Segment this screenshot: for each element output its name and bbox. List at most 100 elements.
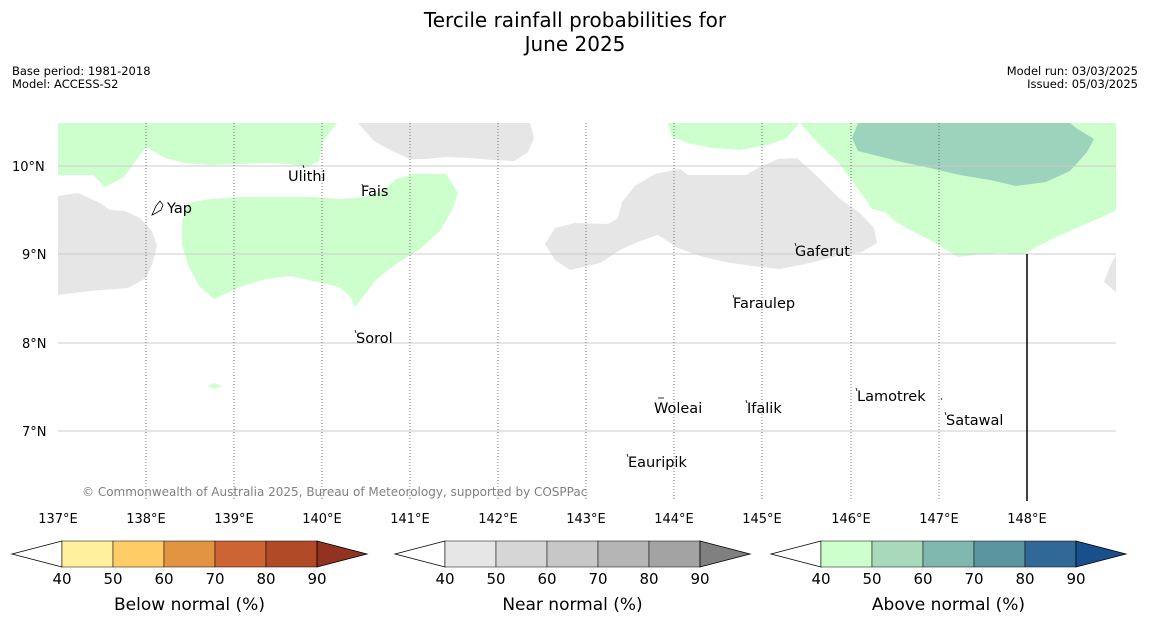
near-normal-extension-low: [393, 540, 446, 568]
longitude-gridlines: [145, 123, 940, 501]
near-normal-segment-50: [495, 540, 548, 568]
model-run-label: Model run: 03/03/2025: [1006, 64, 1138, 78]
chart-title: Tercile rainfall probabilities for June …: [0, 8, 1150, 56]
above-normal-region-central-west: [182, 174, 458, 307]
place-label-sorol: Sorol: [356, 331, 393, 347]
near-normal-extension-high: [699, 540, 752, 568]
lat-label-9n: 9°N: [22, 248, 47, 263]
above-normal-tick-label: 40: [811, 570, 830, 588]
lat-label-7n: 7°N: [22, 425, 47, 440]
copyright-notice: © Commonwealth of Australia 2025, Bureau…: [82, 485, 587, 499]
yap-island-outline: [151, 200, 164, 216]
below-normal-tick-label: 60: [154, 570, 173, 588]
place-label-ulithi: Ulithi: [288, 169, 326, 185]
above-normal-extension-high: [1075, 540, 1128, 568]
longitude-labels: 137°E 138°E 139°E 140°E 141°E 142°E 143°…: [38, 512, 1047, 527]
place-label-ifalik: Ifalik: [747, 401, 782, 417]
gaferut-island-mark: [794, 242, 797, 247]
near-normal-tick-label: 50: [486, 570, 505, 588]
near-normal-tick-label: 70: [588, 570, 607, 588]
lon-label-138e: 138°E: [126, 512, 166, 527]
colorbar-above-normal: 40 50 60 70 80 90 Above normal (%): [769, 540, 1128, 615]
above-normal-segment-40: [820, 540, 873, 568]
title-line-1: Tercile rainfall probabilities for: [423, 8, 727, 32]
place-label-yap: Yap: [166, 201, 192, 217]
satawal-island-mark: [944, 411, 947, 416]
near-normal-region-east: [1104, 255, 1116, 292]
near-normal-segment-60: [546, 540, 599, 568]
near-normal-title: Near normal (%): [502, 595, 642, 615]
near-normal-tick-label: 40: [435, 570, 454, 588]
place-label-fais: Fais: [361, 184, 388, 200]
above-normal-region-strong: [852, 123, 1094, 186]
near-normal-tick-label: 80: [639, 570, 658, 588]
place-label-satawal: Satawal: [946, 413, 1003, 429]
sorol-island-mark: [354, 329, 357, 334]
above-normal-segment-70: [973, 540, 1026, 568]
lon-label-145e: 145°E: [742, 512, 782, 527]
ulithi-island-mark: [302, 164, 305, 169]
above-normal-title: Above normal (%): [872, 595, 1025, 615]
below-normal-segment-40: [61, 540, 114, 568]
place-labels: Yap Ulithi Fais Gaferut Faraulep Sorol L…: [166, 169, 1003, 471]
lon-label-146e: 146°E: [831, 512, 871, 527]
eauripik-island-mark: [626, 453, 629, 458]
near-normal-region-north: [358, 123, 534, 161]
below-normal-tick-label: 40: [52, 570, 71, 588]
place-label-gaferut: Gaferut: [795, 244, 850, 260]
below-normal-segment-70: [214, 540, 267, 568]
lon-label-148e: 148°E: [1007, 512, 1047, 527]
below-normal-extension-low: [10, 540, 63, 568]
near-normal-segment-40: [444, 540, 497, 568]
ifalik-island-mark: [745, 399, 748, 404]
island-outlines: [151, 164, 947, 458]
lat-label-8n: 8°N: [22, 337, 47, 352]
place-label-woleai: Woleai: [654, 401, 702, 417]
faraulep-island-mark: [732, 294, 735, 299]
above-normal-tick-label: 60: [913, 570, 932, 588]
above-normal-tick-label: 90: [1066, 570, 1085, 588]
below-normal-tick-label: 50: [103, 570, 122, 588]
lon-label-140e: 140°E: [302, 512, 342, 527]
below-normal-tick-label: 70: [205, 570, 224, 588]
below-normal-extension-high: [316, 540, 369, 568]
latitude-labels: 10°N 9°N 8°N 7°N: [12, 160, 47, 440]
below-normal-segment-80: [265, 540, 318, 568]
above-normal-tick-label: 70: [964, 570, 983, 588]
above-normal-segment-80: [1024, 540, 1077, 568]
above-normal-segment-50: [871, 540, 924, 568]
lon-label-142e: 142°E: [478, 512, 518, 527]
meta-right: Model run: 03/03/2025 Issued: 05/03/2025: [1007, 65, 1138, 91]
lamotrek-island-mark: [855, 387, 858, 392]
near-normal-segment-70: [597, 540, 650, 568]
below-normal-segment-50: [112, 540, 165, 568]
near-normal-region-west: [58, 193, 157, 295]
fais-island-mark: [361, 183, 364, 188]
place-label-faraulep: Faraulep: [733, 296, 795, 312]
near-normal-segment-80: [648, 540, 701, 568]
above-normal-extension-low: [769, 540, 822, 568]
above-normal-tick-label: 50: [862, 570, 881, 588]
above-normal-tick-label: 80: [1015, 570, 1034, 588]
lon-label-144e: 144°E: [654, 512, 694, 527]
above-normal-region-northwest: [58, 123, 337, 187]
near-normal-tick-label: 90: [690, 570, 709, 588]
above-normal-segment-60: [922, 540, 975, 568]
below-normal-title: Below normal (%): [114, 595, 265, 615]
meta-left: Base period: 1981-2018 Model: ACCESS-S2: [12, 65, 151, 91]
colorbar-below-normal: 40 50 60 70 80 90 Below normal (%): [10, 540, 369, 615]
below-normal-tick-label: 80: [256, 570, 275, 588]
lon-label-147e: 147°E: [919, 512, 959, 527]
lon-label-137e: 137°E: [38, 512, 78, 527]
above-normal-region-islet: [208, 383, 222, 389]
map-panel: 10°N 9°N 8°N 7°N 137°E 138°E 139°E 140°E…: [12, 123, 1116, 527]
below-normal-tick-label: 90: [307, 570, 326, 588]
lon-label-139e: 139°E: [214, 512, 254, 527]
lon-label-141e: 141°E: [390, 512, 430, 527]
place-label-eauripik: Eauripik: [628, 455, 687, 471]
place-label-lamotrek: Lamotrek: [857, 389, 926, 405]
lat-label-10n: 10°N: [12, 160, 45, 175]
model-label: Model: ACCESS-S2: [12, 77, 119, 91]
base-period-label: Base period: 1981-2018: [12, 64, 151, 78]
